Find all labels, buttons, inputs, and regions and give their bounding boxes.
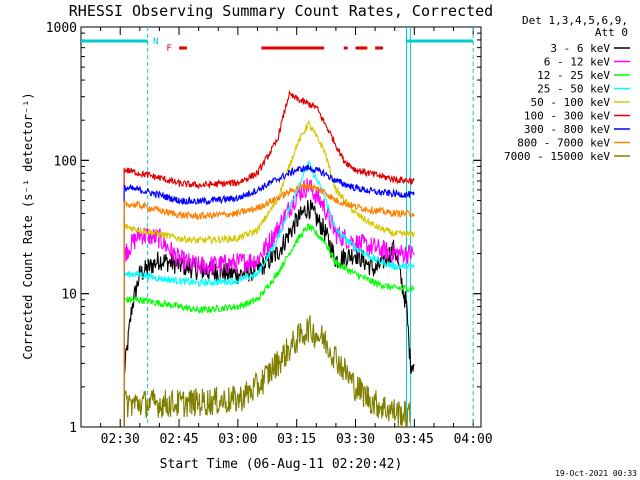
flare-bars: NF — [153, 37, 383, 54]
legend-entry-label: 25 - 50 keV — [537, 83, 610, 96]
legend-entry-label: 3 - 6 keV — [550, 42, 610, 55]
y-tick-label: 100 — [54, 154, 77, 169]
legend-header: Det 1,3,4,5,6,9, — [522, 14, 628, 27]
x-tick-label: 03:15 — [277, 432, 316, 447]
footer-timestamp: 19-Oct-2021 00:33 — [555, 469, 637, 478]
x-tick-label: 03:00 — [218, 432, 257, 447]
legend-entry-label: 6 - 12 keV — [544, 56, 611, 69]
x-axis-label: Start Time (06-Aug-11 02:20:42) — [160, 457, 403, 472]
x-tick-label: 03:45 — [395, 432, 434, 447]
series-line — [123, 181, 415, 427]
legend-entry-label: 100 - 300 keV — [524, 110, 610, 123]
plot-border — [80, 26, 482, 428]
legend-entry-label: 50 - 100 keV — [531, 96, 611, 109]
legend-entry-label: 800 - 7000 keV — [517, 137, 610, 150]
series-line — [123, 120, 415, 427]
x-tick-label: 02:30 — [101, 432, 140, 447]
x-tick-label: 03:30 — [336, 432, 375, 447]
legend-entry-label: 300 - 800 keV — [524, 123, 610, 136]
series-line — [123, 315, 411, 428]
chart-title: RHESSI Observing Summary Count Rates, Co… — [69, 2, 493, 20]
series-line — [123, 164, 415, 427]
x-tick-label: 04:00 — [454, 432, 493, 447]
y-tick-labels: 1 10 100 1000 — [46, 21, 77, 436]
legend-entry-label: 12 - 25 keV — [537, 69, 610, 82]
series-line — [123, 160, 415, 427]
y-tick-label: 1000 — [46, 21, 77, 36]
legend-header: Att 0 — [595, 26, 628, 39]
x-tick-labels: 02:30 02:45 03:00 03:15 03:30 03:45 04:00 — [101, 432, 493, 447]
axis-ticks — [81, 26, 481, 428]
y-tick-label: 10 — [61, 288, 77, 303]
series-line — [123, 199, 415, 427]
plot-frame — [80, 26, 482, 428]
x-tick-label: 02:45 — [159, 432, 198, 447]
y-axis-label: Corrected Count Rate (s⁻¹ detector⁻¹) — [21, 92, 35, 359]
series-lines — [123, 89, 415, 428]
night-annotation: N — [153, 37, 158, 47]
y-tick-label: 1 — [69, 421, 77, 436]
legend-entry-label: 7000 - 15000 keV — [504, 150, 610, 163]
series-line — [123, 223, 415, 427]
flare-annotation: F — [166, 44, 171, 54]
series-line — [123, 89, 415, 427]
series-line — [123, 178, 415, 427]
